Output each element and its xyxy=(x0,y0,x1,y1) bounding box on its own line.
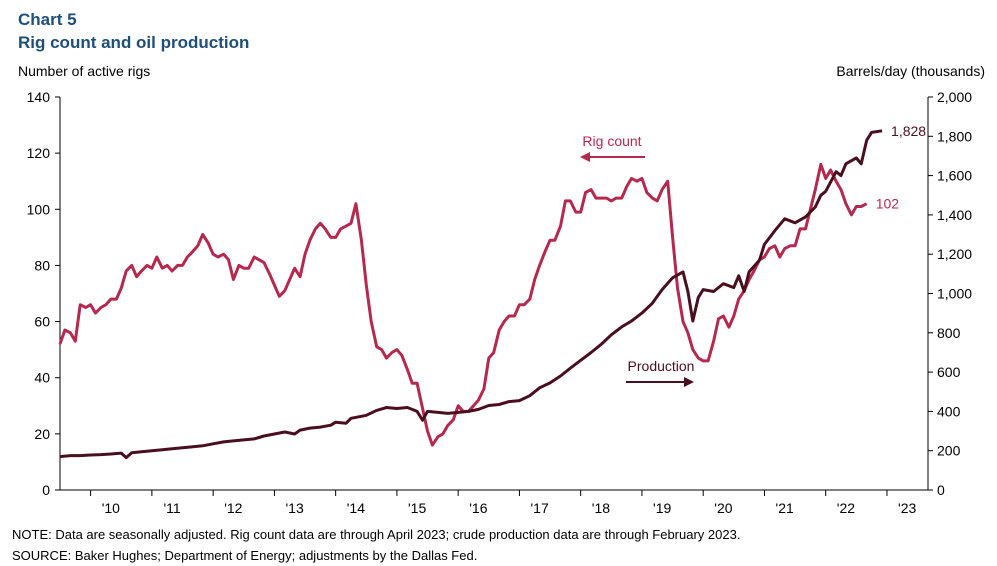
left-tick-label: 120 xyxy=(27,145,51,161)
x-tick-label: '14 xyxy=(347,500,365,516)
x-tick-label: '12 xyxy=(224,500,242,516)
production-end-label: 1,828 xyxy=(891,123,926,139)
left-tick-label: 100 xyxy=(27,201,51,217)
production-line xyxy=(59,129,883,460)
x-tick-label: '21 xyxy=(776,500,794,516)
x-tick-label: '11 xyxy=(163,500,180,516)
x-tick-label: '20 xyxy=(714,500,732,516)
rig-count-arrow-head xyxy=(580,152,590,162)
right-tick-label: 1,400 xyxy=(937,207,972,223)
left-axis-title: Number of active rigs xyxy=(18,63,151,79)
right-tick-label: 1,200 xyxy=(937,246,972,262)
production-annotation: Production xyxy=(628,358,695,374)
rig-count-line xyxy=(58,162,868,447)
right-tick-label: 2,000 xyxy=(937,89,972,105)
x-tick-label: '17 xyxy=(531,500,549,516)
chart-label: Chart 5 xyxy=(18,10,77,29)
right-tick-label: 1,600 xyxy=(937,168,972,184)
right-tick-label: 0 xyxy=(937,482,945,498)
right-tick-label: 1,000 xyxy=(937,286,972,302)
x-tick-label: '19 xyxy=(653,500,671,516)
production-arrow-head xyxy=(684,377,694,387)
footnotes: NOTE: Data are seasonally adjusted. Rig … xyxy=(12,524,740,566)
chart-title: Rig count and oil production xyxy=(18,33,250,52)
x-tick-label: '15 xyxy=(408,500,426,516)
left-tick-label: 0 xyxy=(42,482,50,498)
right-tick-label: 200 xyxy=(937,443,961,459)
title-block: Chart 5 Rig count and oil production xyxy=(18,8,249,54)
left-tick-label: 60 xyxy=(34,314,50,330)
right-tick-label: 800 xyxy=(937,325,961,341)
rig-count-end-label: 102 xyxy=(876,196,900,212)
x-tick-label: '16 xyxy=(469,500,487,516)
x-tick-label: '22 xyxy=(837,500,855,516)
left-tick-label: 140 xyxy=(27,89,51,105)
left-tick-label: 20 xyxy=(34,426,50,442)
left-tick-label: 40 xyxy=(34,370,50,386)
right-tick-label: 400 xyxy=(937,403,961,419)
x-tick-label: '18 xyxy=(592,500,610,516)
right-tick-label: 600 xyxy=(937,364,961,380)
x-tick-label: '10 xyxy=(102,500,120,516)
right-tick-label: 1,800 xyxy=(937,128,972,144)
note-text: NOTE: Data are seasonally adjusted. Rig … xyxy=(12,527,741,542)
rig-count-annotation: Rig count xyxy=(582,133,641,149)
source-text: SOURCE: Baker Hughes; Department of Ener… xyxy=(12,548,478,563)
right-axis-title: Barrels/day (thousands) xyxy=(836,63,985,79)
left-tick-label: 80 xyxy=(34,257,50,273)
x-tick-label: '23 xyxy=(898,500,916,516)
x-tick-label: '13 xyxy=(285,500,303,516)
